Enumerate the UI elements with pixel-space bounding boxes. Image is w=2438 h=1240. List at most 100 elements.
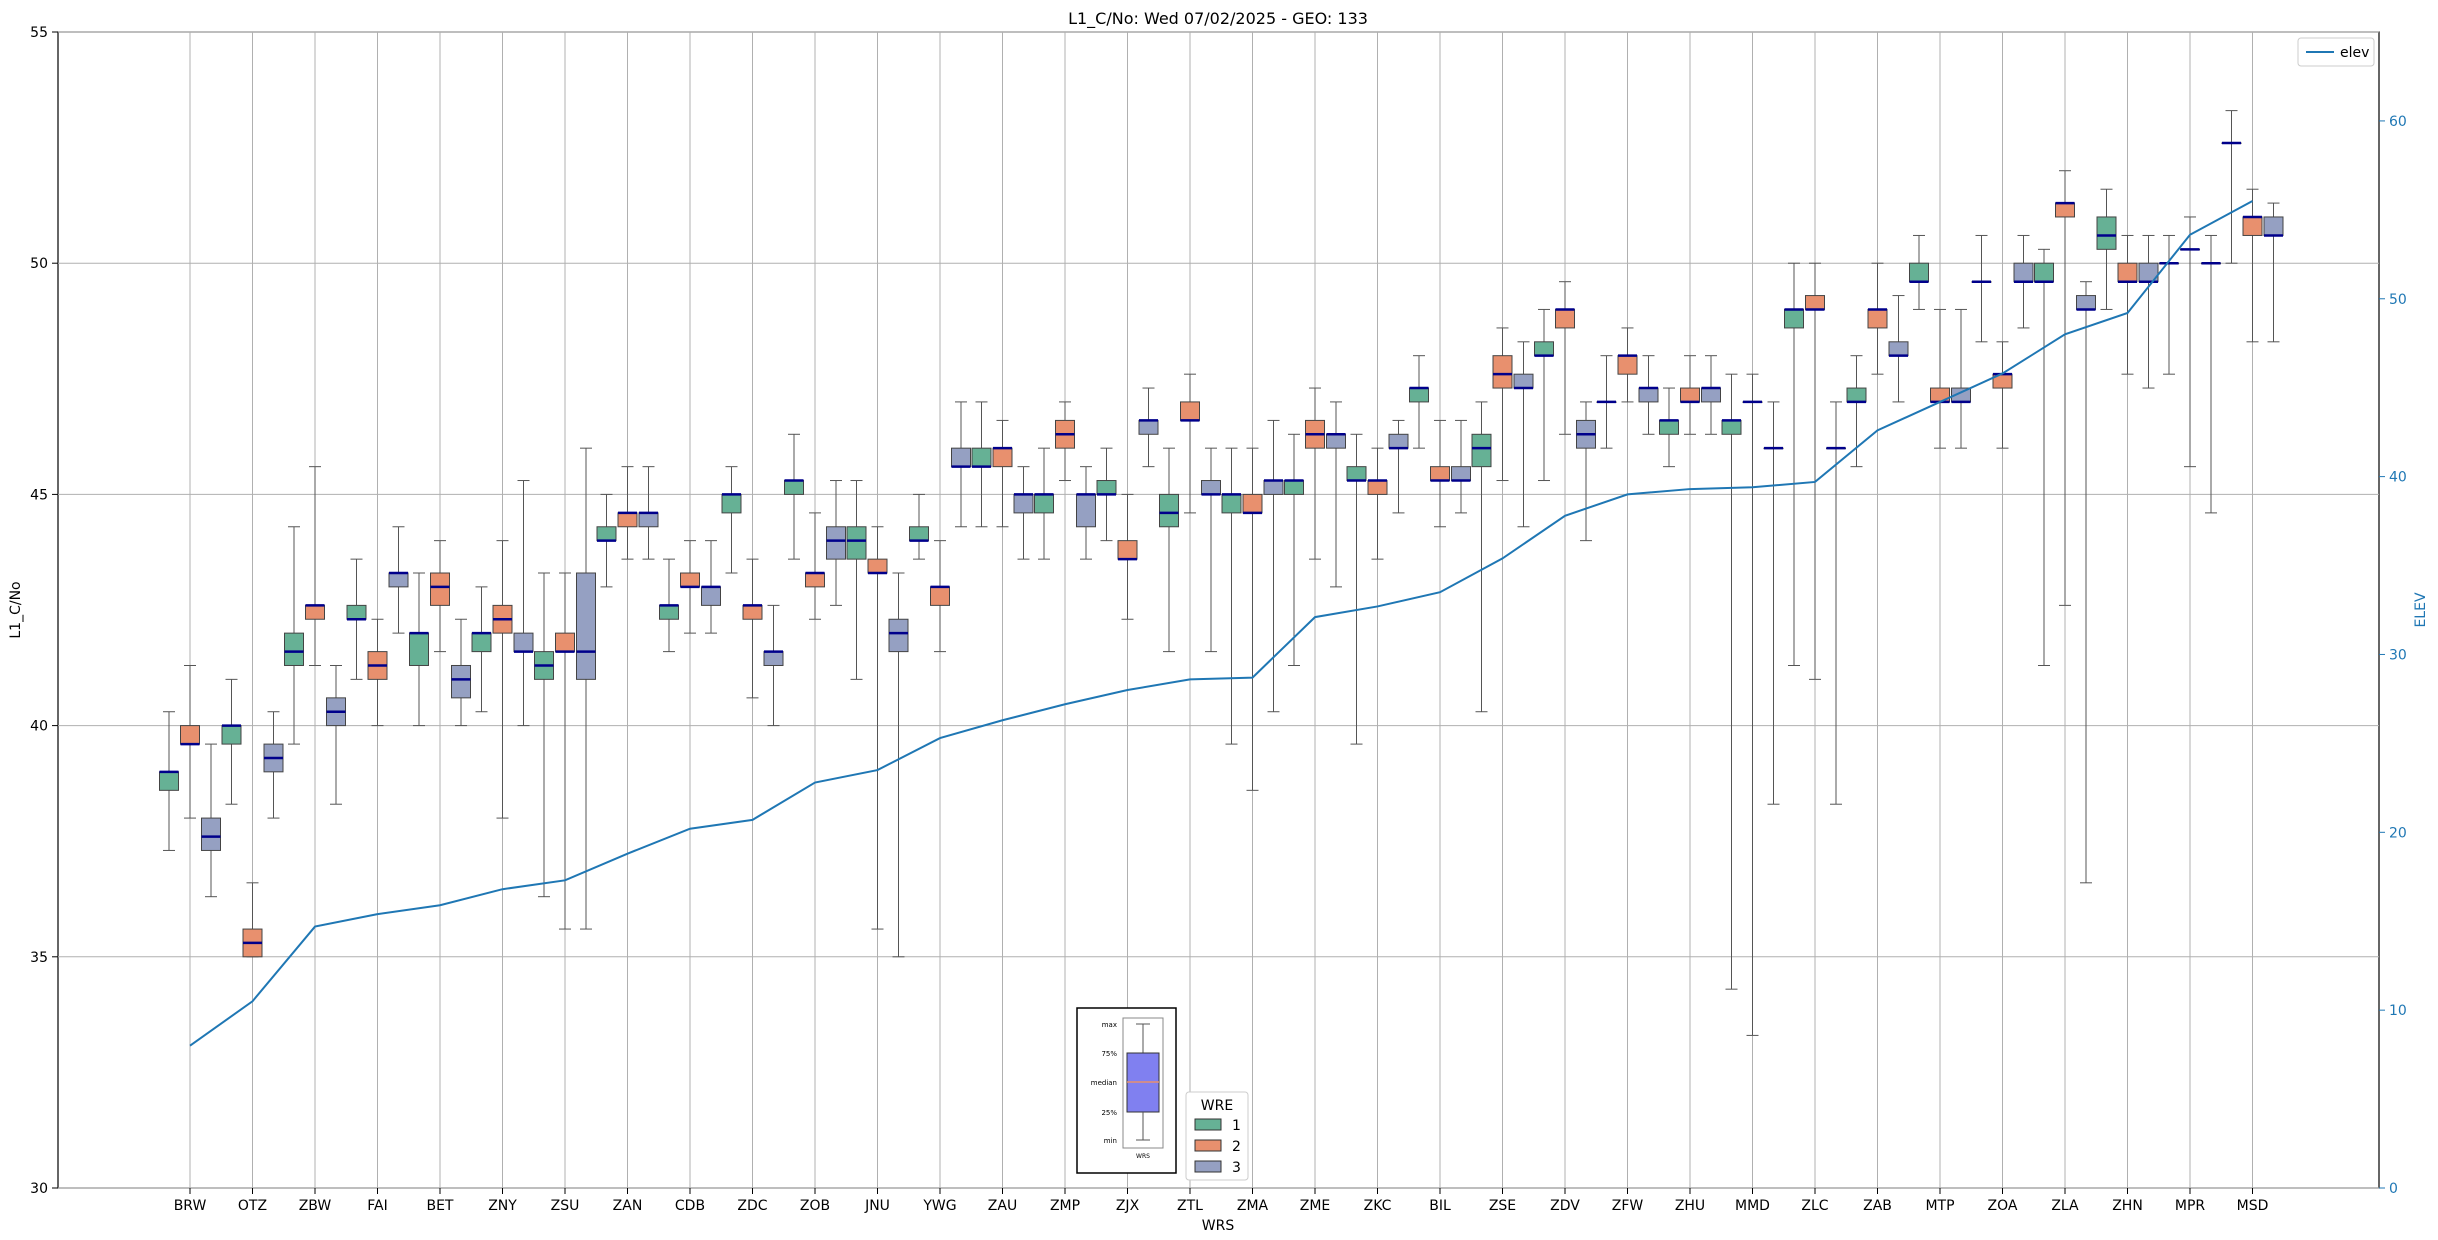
- box-wre3-zob: [826, 480, 846, 606]
- box-wre1-mmd: [1721, 373, 1742, 990]
- x-tick-label: ZAN: [613, 1198, 643, 1214]
- iqr-box: [2013, 262, 2034, 283]
- iqr-box: [2096, 216, 2117, 250]
- iqr-box: [576, 572, 596, 680]
- wre-legend-label-3: 3: [1232, 1160, 1241, 1176]
- iqr-box: [1555, 308, 1575, 329]
- x-tick-label: FAI: [367, 1198, 387, 1214]
- x-tick-label: ZBW: [299, 1198, 332, 1214]
- x-tick-label: ZAB: [1863, 1198, 1892, 1214]
- box-wre1-zhu: [1659, 387, 1679, 468]
- box-wre3-otz: [263, 711, 284, 819]
- box-wre1-zob: [784, 433, 804, 560]
- iqr-box: [638, 512, 659, 528]
- iqr-box: [888, 618, 909, 653]
- iqr-box: [867, 558, 888, 574]
- iqr-box: [513, 632, 534, 653]
- box-wre1-zoa: [1971, 234, 1992, 343]
- iqr-box: [1513, 373, 1534, 389]
- box-wre3-zau: [1013, 466, 1034, 560]
- wre-legend-swatch-1: [1194, 1118, 1222, 1131]
- iqr-box: [1346, 466, 1367, 482]
- iqr-box: [409, 632, 429, 666]
- iqr-box: [846, 526, 867, 560]
- x-tick-label: ZLC: [1801, 1198, 1828, 1214]
- y2-tick-label: 60: [2389, 114, 2407, 130]
- box-wre3-ywg: [951, 401, 971, 528]
- x-tick-label: ZMP: [1050, 1198, 1080, 1214]
- box-wre1-zma: [1221, 447, 1242, 745]
- inset-label-min: min: [1104, 1137, 1117, 1145]
- wre-legend-title: WRE: [1201, 1098, 1233, 1114]
- iqr-box: [1451, 466, 1471, 482]
- iqr-box: [1659, 419, 1679, 435]
- box-wre1-zlc: [1784, 262, 1804, 666]
- x-tick-label: MMD: [1735, 1198, 1770, 1214]
- box-wre2-bil: [1430, 419, 1450, 528]
- box-wre3-zla: [2076, 281, 2096, 884]
- x-tick-label: ZKC: [1364, 1198, 1392, 1214]
- wre-legend: WRE 1 2 3: [1185, 1091, 1249, 1181]
- box-wre3-zhn: [2138, 234, 2159, 389]
- box-wre2-zme: [1305, 387, 1325, 560]
- iqr-box: [159, 771, 179, 791]
- inset-xlabel: WRS: [1136, 1153, 1150, 1160]
- iqr-box: [1367, 480, 1388, 495]
- iqr-box: [1492, 355, 1513, 389]
- box-wre2-zan: [617, 466, 638, 560]
- box-wre3-zma: [1263, 419, 1284, 713]
- box-wre1-brw: [159, 711, 179, 851]
- y-axis-label: L1_C/No: [8, 581, 24, 638]
- box-wre1-zdc: [721, 466, 742, 574]
- iqr-box: [1846, 387, 1867, 403]
- box-wre2-cdb: [680, 540, 700, 634]
- iqr-box: [1034, 493, 1054, 514]
- box-wre1-zfw: [1596, 355, 1617, 449]
- x-tick-label: ZAU: [988, 1198, 1017, 1214]
- x-tick-label: ZMA: [1237, 1198, 1269, 1214]
- inset-label-q1: 25%: [1101, 1109, 1117, 1117]
- iqr-box: [1284, 480, 1304, 495]
- box-wre2-zhu: [1680, 355, 1700, 435]
- iqr-box: [346, 604, 367, 620]
- y2-tick-label: 50: [2389, 292, 2407, 308]
- iqr-box: [596, 526, 617, 542]
- wre-legend-label-2: 2: [1232, 1139, 1241, 1155]
- y2-tick-label: 10: [2389, 1003, 2407, 1019]
- box-wre2-zhn: [2117, 234, 2138, 375]
- box-wre1-zbw: [284, 526, 304, 745]
- box-wre3-zab: [1888, 295, 1909, 403]
- elev-legend: elev: [2297, 37, 2375, 67]
- box-wre2-zdv: [1555, 281, 1575, 435]
- iqr-box: [388, 572, 409, 588]
- box-wre3-bet: [451, 618, 471, 727]
- x-tick-label: CDB: [675, 1198, 705, 1214]
- box-wre2-jnu: [867, 526, 888, 930]
- inset-label-median: median: [1091, 1079, 1117, 1087]
- box-wre2-brw: [180, 664, 200, 819]
- y2-axis-label: ELEV: [2413, 592, 2429, 627]
- box-wre2-mmd: [1742, 373, 1763, 1036]
- x-tick-label: ZHN: [2112, 1198, 2143, 1214]
- box-wre2-zma: [1242, 447, 1263, 791]
- x-tick-label: ZSE: [1489, 1198, 1516, 1214]
- iqr-box: [2076, 295, 2096, 310]
- iqr-box: [1409, 387, 1429, 403]
- box-wre2-zny: [492, 540, 513, 819]
- chart-title: L1_C/No: Wed 07/02/2025 - GEO: 133: [1068, 9, 1368, 29]
- box-wre3-zfw: [1638, 355, 1659, 435]
- iqr-box: [659, 604, 679, 620]
- iqr-box: [1534, 341, 1554, 357]
- box-wre2-bet: [430, 540, 450, 653]
- iqr-box: [680, 572, 700, 588]
- box-wre3-brw: [201, 743, 221, 898]
- x-tick-label: ZFW: [1612, 1198, 1644, 1214]
- y2-tick-label: 20: [2389, 825, 2407, 841]
- iqr-box: [930, 586, 950, 606]
- iqr-box: [1471, 433, 1492, 468]
- box-wre2-zsu: [555, 572, 575, 930]
- axis-layer: 30 35 40 45 50 55 0 10 20 30 40 50 60 BRW OTZ ZBW FAI BET…: [30, 25, 2407, 1214]
- box-wre3-zlc: [1826, 401, 1846, 805]
- iqr-box: [1326, 433, 1346, 449]
